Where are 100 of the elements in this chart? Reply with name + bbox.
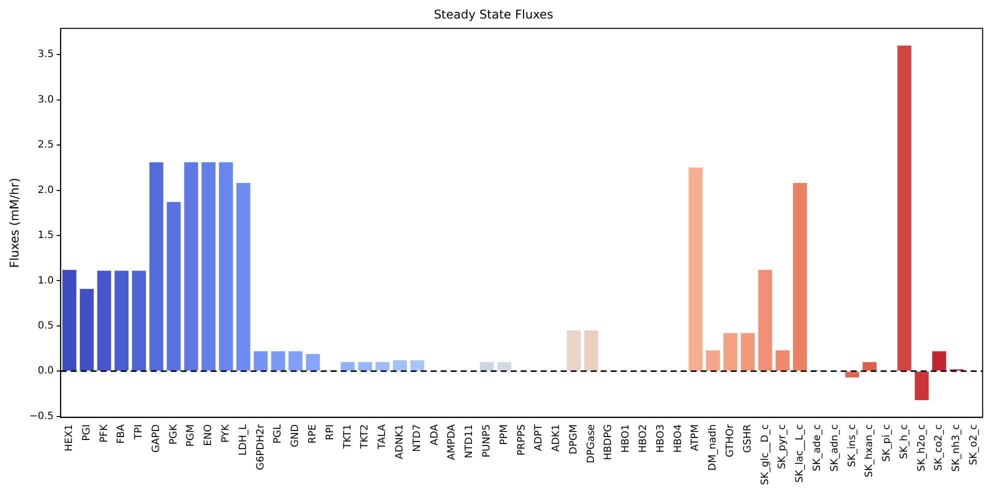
x-tick-label: HBO2 <box>638 424 650 453</box>
x-tick-label: PRPPS <box>516 424 528 456</box>
bar <box>166 202 181 371</box>
y-tick-label: 2.5 <box>38 140 54 151</box>
bar <box>740 333 755 371</box>
x-tick-label: NTD7 <box>412 424 423 452</box>
bar <box>758 270 772 371</box>
x-tick-label: HBO4 <box>672 424 684 453</box>
y-axis-title: Fluxes (mM/hr) <box>7 178 22 268</box>
x-tick-label: PGM <box>186 424 197 447</box>
x-tick-label: ADA <box>429 424 440 446</box>
x-tick-label: GSHR <box>742 424 754 453</box>
bar <box>254 351 268 371</box>
x-tick-label: DPGase <box>586 424 597 464</box>
bar <box>566 330 581 371</box>
y-tick-label: 0.5 <box>38 320 54 332</box>
x-tick-label: FBA <box>116 424 128 444</box>
x-tick-label: SK_glc__D_c <box>760 424 771 486</box>
x-tick-label: SK_co2_c <box>934 424 945 471</box>
bar <box>584 330 598 371</box>
bar <box>132 270 146 371</box>
x-tick-label: PYK <box>220 424 232 443</box>
x-tick-label: SK_o2_c <box>968 424 980 466</box>
x-tick-label: AMPDA <box>446 424 458 460</box>
y-tick-label: 1.0 <box>38 275 54 286</box>
x-tick-label: ADNK1 <box>394 424 406 460</box>
x-tick-label: SK_ins_c <box>846 424 858 468</box>
y-tick-label: 1.5 <box>38 230 54 242</box>
bar <box>358 362 372 371</box>
x-tick-label: SK_lac__L_c <box>794 424 806 483</box>
x-tick-label: ATPM <box>690 424 702 452</box>
bar <box>340 362 355 371</box>
x-tick-label: PPM <box>498 424 510 445</box>
y-tick-label: 0.0 <box>38 366 54 377</box>
x-tick-label: GTHOr <box>725 423 736 458</box>
bar <box>776 350 790 371</box>
x-tick-label: HEX1 <box>64 424 75 452</box>
x-tick-label: HBO3 <box>655 424 666 453</box>
bar <box>376 362 390 371</box>
x-tick-label: NTD11 <box>464 424 476 458</box>
bar <box>688 168 703 371</box>
bar <box>62 270 76 371</box>
x-tick-label: PFK <box>98 424 110 443</box>
x-tick-label: LDH_L <box>238 424 249 456</box>
bar <box>271 351 286 371</box>
bar <box>288 351 302 371</box>
bar <box>706 350 720 371</box>
x-tick-label: SK_pyr_c <box>777 424 788 470</box>
y-tick-label: 2.0 <box>38 184 54 196</box>
x-tick-label: SK_pi_c <box>882 424 893 462</box>
x-tick-label: SK_adn_c <box>829 424 840 472</box>
x-tick-label: ENO <box>203 424 214 446</box>
bar <box>392 360 407 371</box>
x-tick-label: RPI <box>324 424 336 440</box>
x-tick-label: TALA <box>377 424 388 450</box>
bar <box>218 162 233 371</box>
x-tick-label: HBO1 <box>620 424 632 453</box>
bar <box>202 162 216 371</box>
x-tick-label: RPE <box>308 424 319 444</box>
x-tick-label: SK_ade_c <box>812 424 823 472</box>
x-tick-label: PGI <box>81 424 92 442</box>
x-tick-label: TPI <box>134 424 145 440</box>
x-tick-label: ADK1 <box>551 424 562 452</box>
bar <box>793 183 807 371</box>
x-tick-label: PUNP5 <box>481 424 492 458</box>
y-tick-label: 3.5 <box>38 49 54 60</box>
chart-title: Steady State Fluxes <box>434 7 554 22</box>
bar <box>149 162 164 371</box>
x-tick-label: ADPT <box>534 423 545 451</box>
bar <box>897 46 912 371</box>
y-tick-label: −0.5 <box>29 410 54 422</box>
bar <box>184 162 198 371</box>
bar <box>845 372 860 378</box>
x-tick-label: DPGM <box>568 424 580 454</box>
bar <box>914 372 929 400</box>
bar <box>862 362 877 371</box>
x-tick-label: SK_hxan_c <box>864 424 876 478</box>
x-tick-label: PGK <box>168 424 180 445</box>
bar <box>306 354 320 371</box>
x-tick-label: HBDPG <box>603 424 614 460</box>
x-tick-label: GND <box>290 424 302 448</box>
x-tick-label: TKT1 <box>342 424 354 450</box>
bar <box>114 270 129 371</box>
x-tick-label: PGL <box>272 424 284 444</box>
bar <box>497 362 512 371</box>
y-tick-label: 3.0 <box>38 94 54 106</box>
x-tick-label: G6PDH2r <box>255 423 266 470</box>
x-tick-label: SK_nh3_c <box>951 424 962 472</box>
x-tick-label: SK_h_c <box>898 424 910 460</box>
x-tick-label: DM_nadh <box>708 424 719 471</box>
bar <box>97 270 112 371</box>
bar <box>723 333 738 371</box>
x-tick-label: TKT2 <box>360 424 371 450</box>
x-tick-label: SK_h2o_c <box>916 424 928 472</box>
x-tick-label: GAPD <box>150 424 162 453</box>
bar <box>236 183 250 371</box>
bar <box>480 362 494 371</box>
bar <box>80 288 94 371</box>
bar <box>932 351 946 371</box>
bar <box>410 360 424 371</box>
